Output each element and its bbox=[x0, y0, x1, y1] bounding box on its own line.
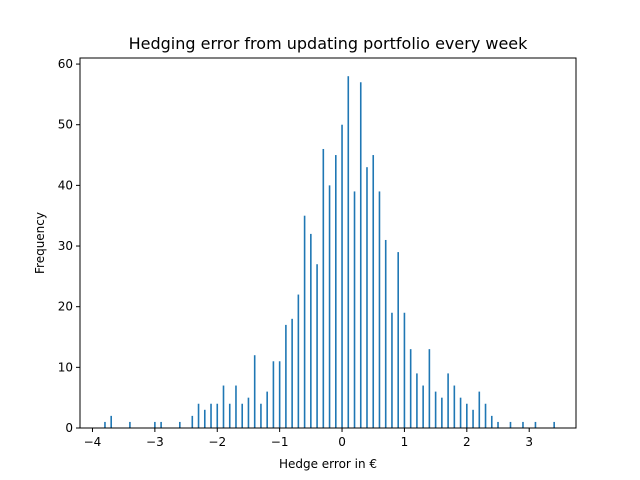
y-axis-label: Frequency bbox=[33, 212, 47, 274]
x-axis-label: Hedge error in € bbox=[279, 457, 377, 471]
histogram-bar bbox=[228, 403, 231, 428]
histogram-bar bbox=[328, 185, 331, 428]
histogram-bar bbox=[372, 155, 375, 429]
histogram-bar bbox=[310, 233, 312, 428]
x-tick-label: −2 bbox=[208, 435, 226, 449]
histogram-bar bbox=[428, 349, 431, 428]
histogram-bar bbox=[472, 409, 474, 428]
histogram-bar bbox=[278, 361, 281, 428]
histogram-bar bbox=[347, 76, 350, 428]
y-tick-label: 30 bbox=[58, 239, 73, 253]
histogram-bar bbox=[378, 191, 381, 428]
histogram-bar bbox=[191, 415, 194, 428]
histogram-bar bbox=[490, 415, 493, 428]
histogram-bar bbox=[397, 252, 399, 428]
x-tick-label: −3 bbox=[146, 435, 164, 449]
histogram-bar bbox=[297, 294, 300, 428]
x-tick-label: −4 bbox=[84, 435, 102, 449]
histogram-bar bbox=[335, 155, 337, 429]
histogram-bar bbox=[197, 403, 200, 428]
histogram-bar bbox=[210, 403, 212, 428]
histogram-bar bbox=[466, 403, 468, 428]
histogram-bar bbox=[522, 421, 524, 428]
histogram-bar bbox=[222, 385, 225, 428]
histogram-bar bbox=[553, 421, 555, 428]
histogram-bar bbox=[104, 421, 106, 428]
histogram-bar bbox=[441, 397, 443, 428]
histogram-bar bbox=[447, 373, 449, 428]
histogram-bar bbox=[260, 403, 262, 428]
histogram-bar bbox=[179, 421, 181, 428]
histogram-bar bbox=[216, 403, 219, 428]
histogram-bar bbox=[316, 264, 318, 428]
x-axis-ticks: −4 −3 −2 −1 0 1 2 3 bbox=[84, 428, 533, 449]
histogram-bar bbox=[247, 397, 250, 428]
histogram-bar bbox=[484, 403, 487, 428]
histogram-bar bbox=[341, 124, 343, 428]
histogram-bar bbox=[203, 409, 206, 428]
histogram-bar bbox=[253, 355, 256, 428]
y-tick-label: 40 bbox=[58, 178, 73, 192]
histogram-bar bbox=[384, 239, 387, 428]
histogram-bar bbox=[303, 215, 306, 428]
plot-frame bbox=[79, 57, 577, 429]
histogram-bar bbox=[110, 415, 112, 428]
x-tick-label: 1 bbox=[401, 435, 409, 449]
histogram-bar bbox=[453, 385, 456, 428]
histogram-bar bbox=[459, 397, 462, 428]
histogram-bar bbox=[478, 391, 481, 428]
histogram-bar bbox=[160, 421, 162, 428]
histogram-bar bbox=[266, 391, 268, 428]
histogram-bar bbox=[534, 421, 537, 428]
x-tick-label: 0 bbox=[338, 435, 346, 449]
histogram-bar bbox=[422, 385, 424, 428]
histogram-bar bbox=[366, 167, 368, 428]
y-tick-label: 60 bbox=[58, 57, 73, 71]
histogram-bar bbox=[359, 82, 362, 428]
histogram-bar bbox=[322, 148, 325, 429]
histogram-bar bbox=[241, 403, 244, 428]
y-tick-label: 0 bbox=[65, 421, 73, 435]
histogram-bar bbox=[353, 191, 356, 428]
bars bbox=[104, 76, 555, 429]
histogram-bar bbox=[291, 318, 293, 428]
x-tick-label: −1 bbox=[271, 435, 289, 449]
histogram-bar bbox=[154, 421, 156, 428]
histogram-bar bbox=[391, 312, 393, 428]
histogram-bar bbox=[409, 349, 412, 428]
histogram-bar bbox=[235, 385, 237, 428]
histogram-bar bbox=[416, 373, 418, 428]
histogram-bar bbox=[497, 421, 499, 428]
x-tick-label: 3 bbox=[525, 435, 533, 449]
y-tick-label: 10 bbox=[58, 360, 73, 374]
y-tick-label: 20 bbox=[58, 300, 73, 314]
x-tick-label: 2 bbox=[463, 435, 471, 449]
histogram-bar bbox=[285, 324, 287, 428]
y-axis-ticks: 0 10 20 30 40 50 60 bbox=[58, 57, 80, 435]
histogram-bar bbox=[129, 421, 131, 428]
histogram-bar bbox=[509, 421, 512, 428]
histogram-bar bbox=[403, 312, 406, 428]
histogram-bar bbox=[272, 361, 275, 428]
histogram-bar bbox=[434, 391, 437, 428]
y-tick-label: 50 bbox=[58, 118, 73, 132]
chart-title: Hedging error from updating portfolio ev… bbox=[129, 34, 529, 53]
